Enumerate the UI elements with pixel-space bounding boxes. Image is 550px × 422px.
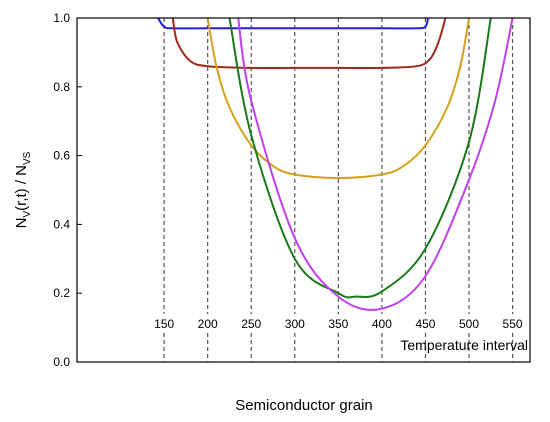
plot-frame xyxy=(76,17,531,363)
dashed-line-label: 350 xyxy=(328,317,348,331)
y-label-sub-1: V xyxy=(22,211,33,218)
series-line-5 xyxy=(237,17,514,311)
dashed-line-label: 300 xyxy=(285,317,305,331)
series-lines xyxy=(157,17,514,311)
dashed-label-bg xyxy=(412,314,439,330)
dashed-label-bg xyxy=(238,314,265,330)
y-tick-label: 1.0 xyxy=(53,11,70,25)
y-tick-label: 0.2 xyxy=(53,286,70,300)
y-label-sub-2: VS xyxy=(22,151,33,165)
series-line-2 xyxy=(171,17,447,70)
dashed-line-labels: 150 200 250 300 350 400 450 500 550 xyxy=(151,314,526,331)
dashed-reference-lines xyxy=(163,18,514,362)
series-line-3 xyxy=(206,17,470,180)
dashed-label-bg xyxy=(325,314,352,330)
y-tick-label: 0.6 xyxy=(53,149,70,163)
dashed-line-label: 400 xyxy=(372,317,392,331)
y-tick-label: 0.8 xyxy=(53,80,70,94)
dashed-label-bg xyxy=(281,314,308,330)
series-line-1 xyxy=(157,17,430,30)
dashed-label-bg xyxy=(368,314,395,330)
y-axis-label: NV(r,t) / NVS xyxy=(13,151,33,228)
temperature-interval-label: Temperature interval xyxy=(400,337,528,353)
x-axis-label: Semiconductor grain xyxy=(235,397,373,414)
dashed-line-label: 150 xyxy=(154,317,174,331)
dashed-line-label: 250 xyxy=(241,317,261,331)
dashed-line-label: 200 xyxy=(198,317,218,331)
y-axis-ticks: 0.0 0.2 0.4 0.6 0.8 1.0 xyxy=(53,11,82,369)
dashed-line-label: 550 xyxy=(503,317,523,331)
y-label-mid: (r,t) / N xyxy=(13,165,30,211)
dashed-label-bg xyxy=(499,314,526,330)
dashed-label-bg xyxy=(194,314,221,330)
dashed-label-bg xyxy=(456,314,483,330)
dashed-line-label: 450 xyxy=(415,317,435,331)
dashed-line-label: 500 xyxy=(459,317,479,331)
series-line-4 xyxy=(228,17,492,299)
dashed-label-bg xyxy=(151,314,178,330)
y-label-main: N xyxy=(13,218,30,229)
y-tick-label: 0.0 xyxy=(53,355,70,369)
y-tick-label: 0.4 xyxy=(53,217,70,231)
